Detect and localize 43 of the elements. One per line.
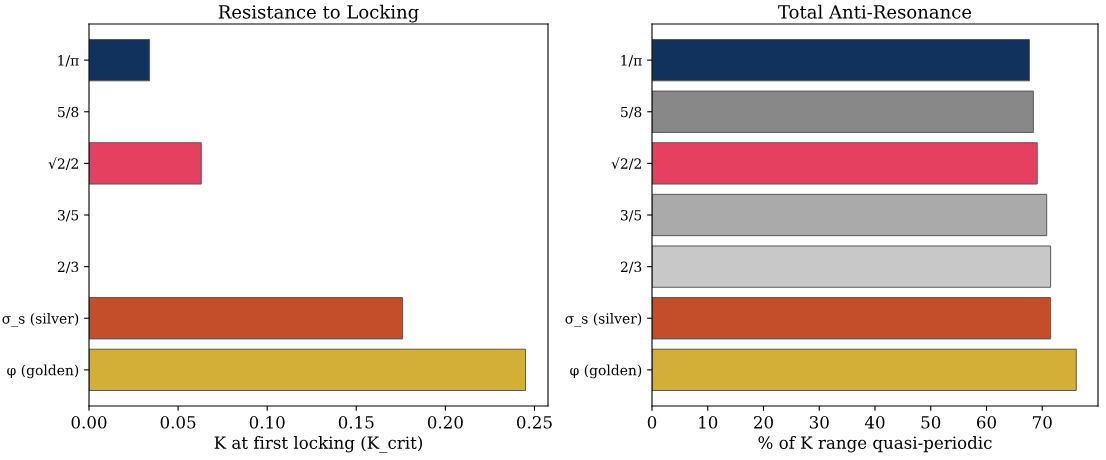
bar: [652, 193, 1048, 237]
bar: [89, 297, 404, 340]
x-tick-label: 0.15: [338, 416, 374, 429]
y-tick-label: σ_s (silver): [2, 312, 79, 327]
x-tick-label: 0.25: [517, 416, 552, 429]
y-tick-label: φ (golden): [570, 364, 642, 379]
x-tick-label: 0.00: [71, 416, 107, 429]
x-tick-label: 20: [754, 416, 773, 429]
x-tick-label: 0: [647, 416, 657, 429]
y-tick-label: σ_s (silver): [565, 312, 642, 327]
x-tick-label: 50: [921, 416, 941, 429]
bar: [652, 39, 1030, 82]
bar: [652, 297, 1052, 340]
chart-title: Total Anti-Resonance: [778, 4, 972, 19]
y-tick-label: φ (golden): [7, 364, 79, 379]
x-tick-label: 0.20: [427, 416, 463, 429]
x-tick-label: 0.10: [249, 416, 285, 429]
bar: [652, 142, 1038, 185]
x-axis-title: K at first locking (K_crit): [214, 436, 423, 453]
y-tick-label: √2/2: [48, 157, 78, 170]
bar: [89, 142, 202, 185]
bar: [652, 245, 1052, 288]
y-tick-label: 5/8: [621, 106, 642, 119]
x-tick-label: 40: [864, 416, 885, 429]
y-tick-label: 1/π: [621, 55, 642, 67]
bar: [652, 348, 1077, 391]
y-tick-label: 3/5: [620, 209, 642, 222]
x-tick-label: 60: [977, 416, 996, 429]
x-tick-label: 10: [699, 416, 718, 429]
x-tick-label: 30: [809, 416, 829, 429]
y-tick-label: 2/3: [57, 261, 79, 274]
bar: [652, 90, 1034, 133]
y-tick-label: 1/π: [58, 55, 79, 67]
y-tick-label: 5/8: [58, 106, 79, 119]
y-tick-label: 3/5: [57, 209, 79, 222]
x-tick-label: 0.05: [160, 416, 196, 429]
chart-title: Resistance to Locking: [218, 4, 419, 23]
bar: [89, 348, 527, 391]
x-tick-label: 70: [1033, 416, 1052, 429]
y-tick-label: 2/3: [620, 261, 642, 274]
x-axis-title: % of K range quasi-periodic: [758, 436, 992, 453]
y-tick-label: √2/2: [611, 157, 641, 170]
bar: [89, 39, 151, 82]
